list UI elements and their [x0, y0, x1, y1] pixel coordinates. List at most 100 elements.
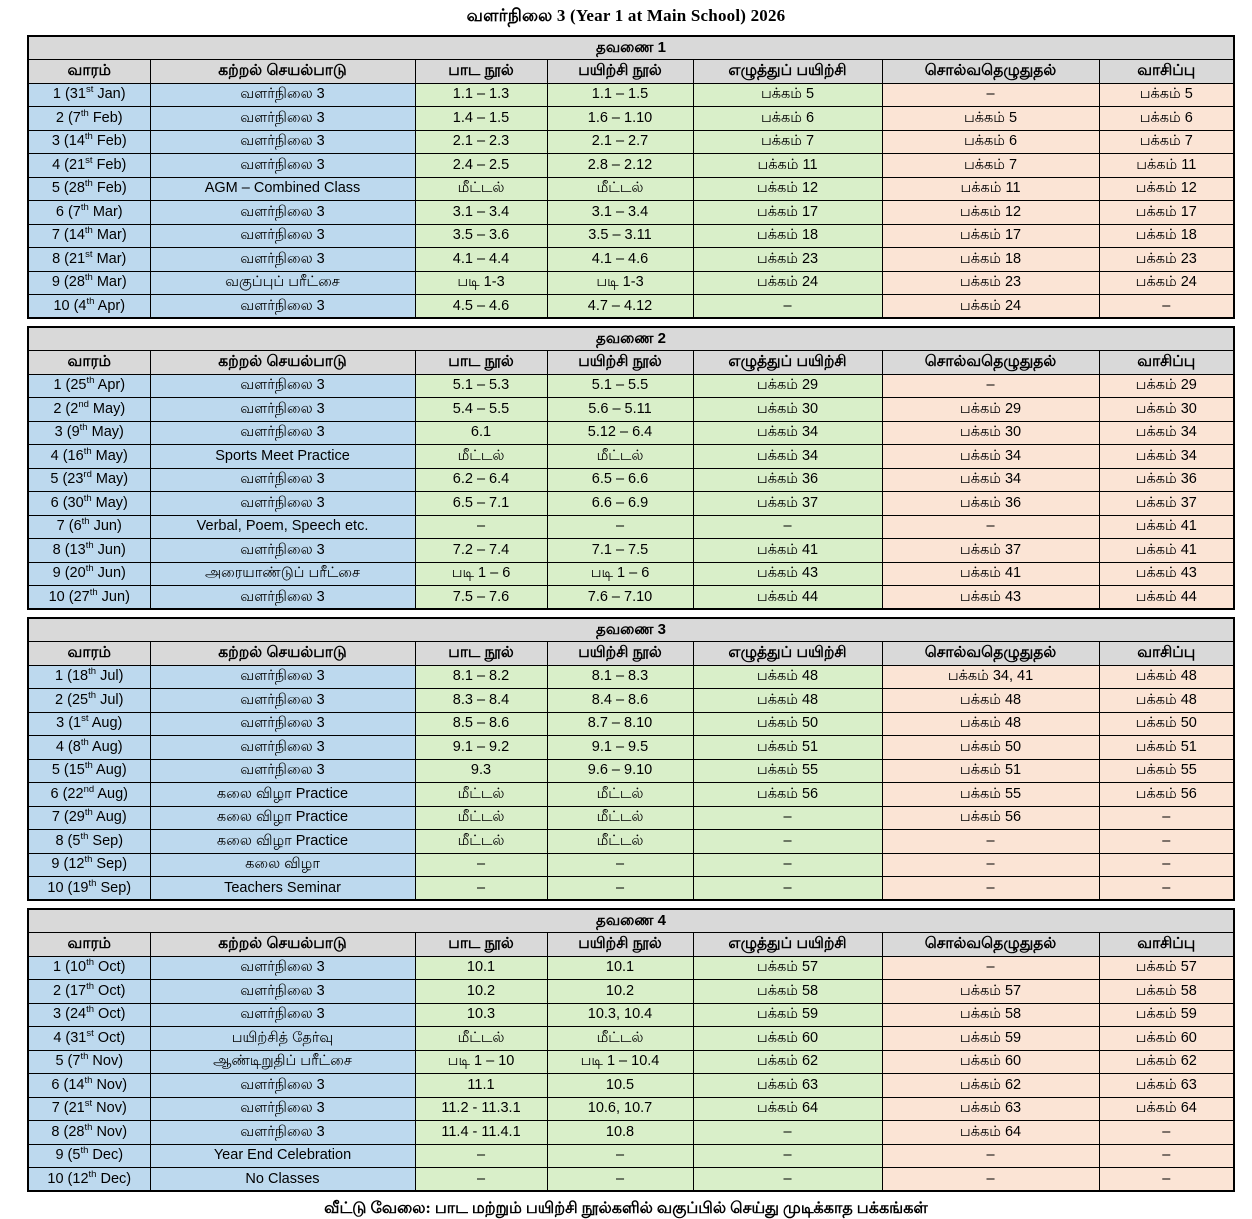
cell-reading: பக்கம் 12	[1098, 176, 1235, 201]
cell-reading: –	[1098, 852, 1235, 877]
column-header-dictation: சொல்வதெழுதுதல்	[881, 931, 1100, 957]
cell-activity: Verbal, Poem, Speech etc.	[149, 514, 416, 539]
cell-textbook: 1.4 – 1.5	[414, 106, 548, 131]
cell-workbook: –	[546, 1143, 694, 1168]
cell-workbook: 6.5 – 6.6	[546, 467, 694, 492]
cell-reading: பக்கம் 55	[1098, 758, 1235, 783]
table-row: 2 (7th Feb) வளர்நிலை 3 1.4 – 1.5 1.6 – 1.10…	[27, 106, 1235, 131]
cell-activity: வளர்நிலை 3	[149, 1120, 416, 1145]
cell-reading: –	[1098, 829, 1235, 854]
cell-week: 3 (24th Oct)	[27, 1002, 151, 1027]
cell-dictation: –	[881, 514, 1100, 539]
term-title: தவணை 3	[27, 617, 1235, 642]
column-header-writing: எழுத்துப் பயிற்சி	[692, 349, 883, 375]
cell-activity: வளர்நிலை 3	[149, 223, 416, 248]
table-row: 9 (20th Jun) அரையாண்டுப் பரீட்சை படி 1 – 6…	[27, 561, 1235, 586]
cell-writing: பக்கம் 48	[692, 664, 883, 689]
cell-workbook: 10.5	[546, 1073, 694, 1098]
cell-activity: வளர்நிலை 3	[149, 1073, 416, 1098]
cell-reading: பக்கம் 60	[1098, 1026, 1235, 1051]
cell-activity: வளர்நிலை 3	[149, 1096, 416, 1121]
cell-writing: பக்கம் 51	[692, 735, 883, 760]
cell-writing: பக்கம் 7	[692, 129, 883, 154]
cell-activity: பயிற்சித் தேர்வு	[149, 1026, 416, 1051]
cell-workbook: 8.4 – 8.6	[546, 688, 694, 713]
cell-textbook: 8.3 – 8.4	[414, 688, 548, 713]
table-row: 1 (18th Jul) வளர்நிலை 3 8.1 – 8.2 8.1 – 8.3…	[27, 664, 1235, 689]
cell-reading: பக்கம் 18	[1098, 223, 1235, 248]
cell-textbook: 10.2	[414, 979, 548, 1004]
cell-textbook: படி 1 – 10	[414, 1049, 548, 1074]
cell-workbook: 3.5 – 3.11	[546, 223, 694, 248]
cell-workbook: படி 1 – 6	[546, 561, 694, 586]
cell-workbook: மீட்டல்	[546, 176, 694, 201]
cell-textbook: 3.1 – 3.4	[414, 200, 548, 225]
cell-week: 7 (14th Mar)	[27, 223, 151, 248]
column-header-workbook: பயிற்சி நூல்	[546, 58, 694, 84]
table-row: 10 (12th Dec) No Classes – – – – –	[27, 1167, 1235, 1192]
cell-activity: கலை விழா Practice	[149, 782, 416, 807]
cell-dictation: பக்கம் 18	[881, 247, 1100, 272]
cell-reading: பக்கம் 58	[1098, 979, 1235, 1004]
cell-activity: வளர்நிலை 3	[149, 397, 416, 422]
cell-reading: பக்கம் 41	[1098, 538, 1235, 563]
cell-activity: வளர்நிலை 3	[149, 420, 416, 445]
table-row: 2 (17th Oct) வளர்நிலை 3 10.2 10.2 பக்கம் 58 ப…	[27, 979, 1235, 1004]
cell-reading: பக்கம் 48	[1098, 688, 1235, 713]
cell-workbook: 2.1 – 2.7	[546, 129, 694, 154]
cell-reading: பக்கம் 23	[1098, 247, 1235, 272]
cell-textbook: மீட்டல்	[414, 176, 548, 201]
cell-reading: பக்கம் 56	[1098, 782, 1235, 807]
cell-textbook: 9.3	[414, 758, 548, 783]
cell-workbook: 3.1 – 3.4	[546, 200, 694, 225]
cell-workbook: 10.8	[546, 1120, 694, 1145]
cell-textbook: 9.1 – 9.2	[414, 735, 548, 760]
column-header-reading: வாசிப்பு	[1098, 640, 1235, 666]
table-row: 4 (8th Aug) வளர்நிலை 3 9.1 – 9.2 9.1 – 9.5 ப…	[27, 735, 1235, 760]
cell-reading: பக்கம் 51	[1098, 735, 1235, 760]
table-row: 9 (12th Sep) கலை விழா – – – – –	[27, 852, 1235, 877]
column-header-week: வாரம்	[27, 640, 151, 666]
table-row: 3 (24th Oct) வளர்நிலை 3 10.3 10.3, 10.4 பக்க…	[27, 1002, 1235, 1027]
term-table-1: தவணை 1 வாரம் கற்றல் செயல்பாடு பாட நூல் பயிற்…	[27, 35, 1236, 319]
cell-activity: Year End Celebration	[149, 1143, 416, 1168]
cell-reading: பக்கம் 37	[1098, 491, 1235, 516]
cell-week: 8 (13th Jun)	[27, 538, 151, 563]
cell-writing: –	[692, 805, 883, 830]
cell-week: 4 (16th May)	[27, 444, 151, 469]
cell-dictation: பக்கம் 43	[881, 585, 1100, 610]
column-header-activity: கற்றல் செயல்பாடு	[149, 58, 416, 84]
cell-week: 10 (27th Jun)	[27, 585, 151, 610]
cell-reading: பக்கம் 36	[1098, 467, 1235, 492]
table-row: 1 (10th Oct) வளர்நிலை 3 10.1 10.1 பக்கம் 57–…	[27, 955, 1235, 980]
cell-textbook: 10.3	[414, 1002, 548, 1027]
cell-writing: பக்கம் 41	[692, 538, 883, 563]
cell-writing: பக்கம் 11	[692, 153, 883, 178]
cell-week: 1 (10th Oct)	[27, 955, 151, 980]
term-table-4: தவணை 4 வாரம் கற்றல் செயல்பாடு பாட நூல் பயிற்…	[27, 908, 1236, 1192]
cell-writing: –	[692, 852, 883, 877]
cell-writing: –	[692, 514, 883, 539]
column-header-reading: வாசிப்பு	[1098, 931, 1235, 957]
term-table-3: தவணை 3 வாரம் கற்றல் செயல்பாடு பாட நூல் பயிற்…	[27, 617, 1236, 901]
cell-writing: பக்கம் 24	[692, 270, 883, 295]
cell-writing: –	[692, 294, 883, 319]
cell-activity: Sports Meet Practice	[149, 444, 416, 469]
cell-week: 5 (7th Nov)	[27, 1049, 151, 1074]
cell-activity: வளர்நிலை 3	[149, 585, 416, 610]
cell-dictation: பக்கம் 6	[881, 129, 1100, 154]
column-header-writing: எழுத்துப் பயிற்சி	[692, 931, 883, 957]
cell-writing: பக்கம் 43	[692, 561, 883, 586]
cell-week: 4 (8th Aug)	[27, 735, 151, 760]
table-row: 3 (9th May) வளர்நிலை 3 6.1 5.12 – 6.4 பக்கம்…	[27, 420, 1235, 445]
cell-workbook: 10.2	[546, 979, 694, 1004]
cell-reading: –	[1098, 1167, 1235, 1192]
cell-dictation: பக்கம் 60	[881, 1049, 1100, 1074]
cell-textbook: 2.4 – 2.5	[414, 153, 548, 178]
cell-week: 5 (23rd May)	[27, 467, 151, 492]
cell-writing: பக்கம் 57	[692, 955, 883, 980]
scheme-of-work-document: வளர்நிலை 3 (Year 1 at Main School) 2026 …	[0, 6, 1252, 1219]
cell-writing: பக்கம் 34	[692, 420, 883, 445]
cell-reading: பக்கம் 29	[1098, 373, 1235, 398]
cell-dictation: பக்கம் 23	[881, 270, 1100, 295]
